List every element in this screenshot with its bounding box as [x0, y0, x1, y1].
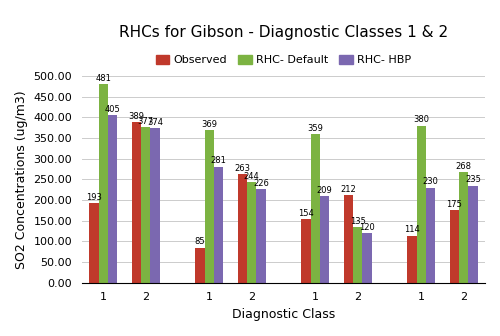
Bar	[362, 233, 372, 283]
Bar	[416, 126, 426, 283]
Text: 359: 359	[308, 124, 324, 133]
X-axis label: Diagnostic Class: Diagnostic Class	[232, 308, 335, 321]
Y-axis label: SO2 Concentrations (ug/m3): SO2 Concentrations (ug/m3)	[15, 90, 28, 269]
Text: 374: 374	[147, 118, 163, 127]
Text: 193: 193	[86, 193, 102, 202]
Bar	[344, 195, 353, 283]
Text: 120: 120	[359, 223, 375, 232]
Bar	[196, 248, 204, 283]
Text: 230: 230	[423, 177, 438, 186]
Text: 114: 114	[404, 225, 420, 234]
Text: 481: 481	[96, 74, 111, 83]
Bar	[238, 174, 247, 283]
Bar	[408, 236, 416, 283]
Title: RHCs for Gibson - Diagnostic Classes 1 & 2: RHCs for Gibson - Diagnostic Classes 1 &…	[119, 25, 448, 40]
Bar	[108, 115, 117, 283]
Text: 244: 244	[244, 172, 260, 180]
Text: 263: 263	[234, 164, 250, 173]
Bar	[214, 167, 224, 283]
Bar	[98, 84, 108, 283]
Text: 369: 369	[202, 120, 218, 129]
Bar	[150, 128, 160, 283]
Bar	[353, 227, 362, 283]
Text: 226: 226	[253, 179, 269, 188]
Bar	[204, 130, 214, 283]
Text: 154: 154	[298, 209, 314, 218]
Text: 377: 377	[138, 117, 154, 126]
Legend: Observed, RHC- Default, RHC- HBP: Observed, RHC- Default, RHC- HBP	[156, 55, 412, 65]
Text: 209: 209	[317, 186, 332, 195]
Text: 405: 405	[104, 105, 120, 114]
Text: 135: 135	[350, 217, 366, 226]
Bar	[459, 172, 468, 283]
Bar	[426, 187, 436, 283]
Bar	[310, 134, 320, 283]
Bar	[89, 203, 99, 283]
Bar	[132, 122, 141, 283]
Bar	[450, 210, 459, 283]
Text: 85: 85	[194, 237, 205, 246]
Text: 389: 389	[128, 112, 144, 121]
Bar	[141, 127, 150, 283]
Bar	[247, 182, 256, 283]
Bar	[320, 196, 330, 283]
Bar	[302, 219, 310, 283]
Bar	[256, 189, 266, 283]
Text: 175: 175	[446, 200, 462, 209]
Text: 281: 281	[210, 156, 226, 165]
Text: 380: 380	[414, 115, 430, 124]
Bar	[468, 185, 478, 283]
Text: 235: 235	[465, 175, 481, 184]
Text: 212: 212	[340, 185, 356, 194]
Text: 268: 268	[456, 162, 472, 171]
